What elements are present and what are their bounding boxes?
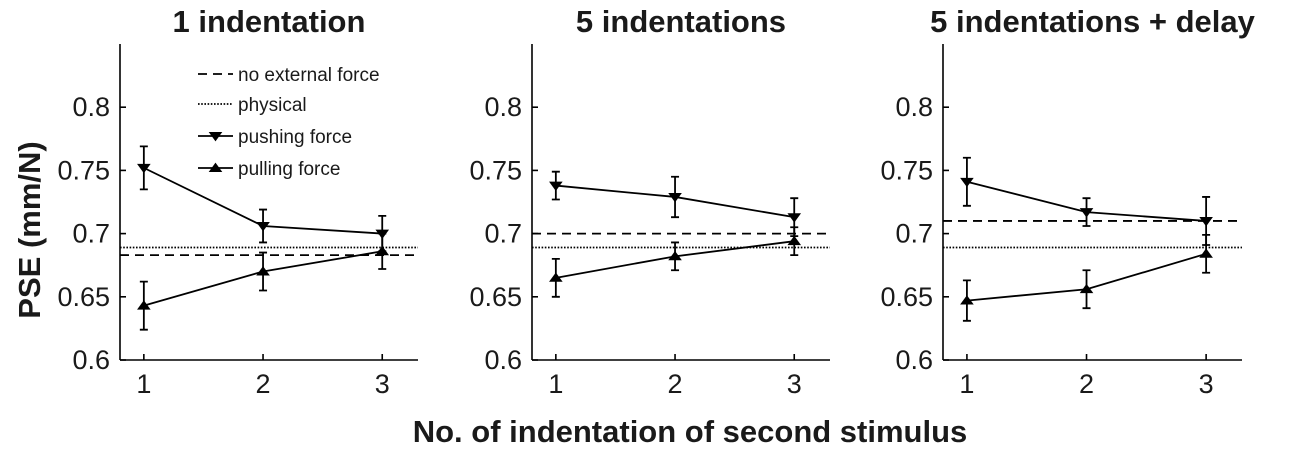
legend-triangle-up-icon [208, 162, 223, 172]
y-tick-label: 0.65 [57, 282, 110, 312]
pushing-point [960, 177, 974, 188]
x-tick-label: 3 [1199, 369, 1214, 399]
pushing-point [787, 213, 802, 223]
y-tick-label: 0.8 [72, 92, 110, 122]
y-axis-label: PSE (mm/N) [12, 141, 47, 318]
pulling-point [1079, 283, 1094, 294]
pushing-point [668, 192, 682, 203]
panel-title: 5 indentations [576, 4, 786, 39]
y-tick-label: 0.7 [72, 219, 110, 249]
panel-3: 5 indentations + delay 0.6 0.65 0.7 0.75 0.8 1… [880, 4, 1255, 399]
pulling-point [256, 266, 270, 276]
x-tick-label: 3 [787, 369, 802, 399]
pulling-point [787, 235, 802, 246]
y-tick-label: 0.8 [484, 92, 522, 122]
y-tick-label: 0.65 [880, 282, 933, 312]
panel-2: 5 indentations 0.6 0.65 0.7 0.75 0.8 1 2 3 [469, 4, 830, 399]
panel-title: 1 indentation [173, 4, 366, 39]
y-tick-label: 0.7 [895, 219, 933, 249]
x-axis-label: No. of indentation of second stimulus [413, 414, 968, 449]
legend: no external force physical pushing force pu… [198, 65, 380, 180]
x-tick-label: 1 [136, 369, 151, 399]
y-tick-label: 0.6 [72, 345, 110, 375]
pulling-point [549, 272, 563, 282]
legend-triangle-down-icon [208, 132, 223, 142]
pulling-point [960, 295, 974, 305]
pushing-point [549, 181, 563, 191]
y-tick-label: 0.8 [895, 92, 933, 122]
y-tick-label: 0.65 [469, 282, 522, 312]
legend-label: physical [238, 95, 307, 116]
x-tick-label: 3 [375, 369, 390, 399]
x-tick-label: 1 [548, 369, 563, 399]
legend-label: pushing force [238, 127, 352, 148]
x-tick-label: 2 [256, 369, 271, 399]
y-tick-label: 0.75 [469, 155, 522, 185]
pushing-point [137, 163, 151, 174]
x-tick-label: 2 [1079, 369, 1094, 399]
x-tick-label: 1 [959, 369, 974, 399]
y-tick-label: 0.75 [880, 155, 933, 185]
pushing-point [1199, 217, 1213, 227]
pulling-point [375, 245, 390, 256]
pushing-point [1079, 208, 1094, 218]
panel-1: 1 indentation 0.6 0.65 0.7 0.75 0.8 1 2 3 [57, 4, 418, 399]
pushing-point [256, 222, 270, 232]
panel-title: 5 indentations + delay [930, 4, 1255, 39]
legend-label: pulling force [238, 159, 340, 180]
x-tick-label: 2 [668, 369, 683, 399]
legend-label: no external force [238, 65, 380, 86]
y-tick-label: 0.75 [57, 155, 110, 185]
pulling-point [668, 250, 682, 261]
pulling-point [1199, 248, 1213, 258]
pulling-point [137, 300, 151, 310]
y-tick-label: 0.6 [895, 345, 933, 375]
y-tick-label: 0.7 [484, 219, 522, 249]
y-tick-label: 0.6 [484, 345, 522, 375]
